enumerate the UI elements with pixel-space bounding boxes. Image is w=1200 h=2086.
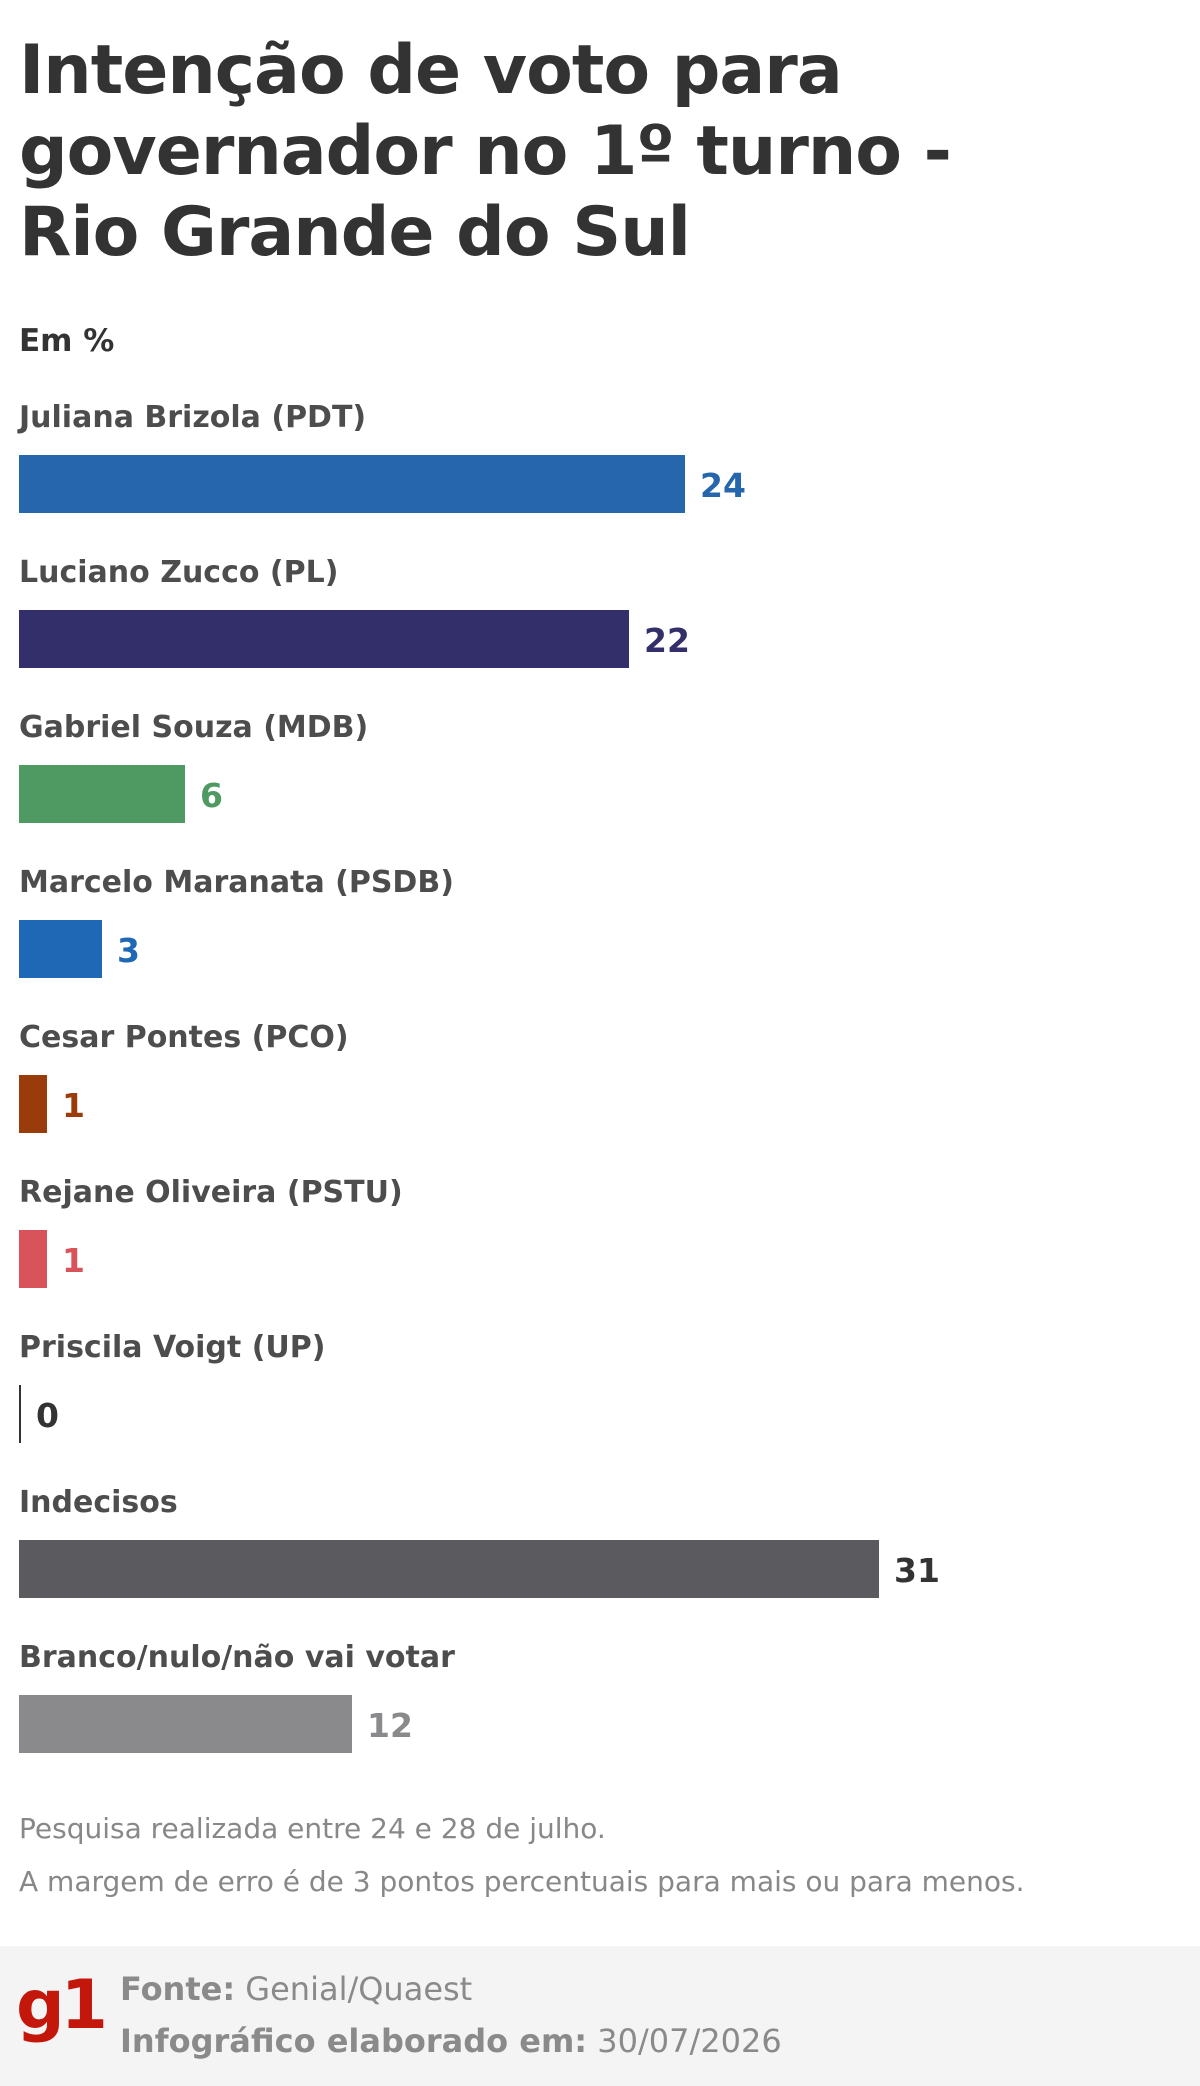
bar-value-label: 3 bbox=[117, 931, 140, 970]
margin-of-error-note: A margem de erro é de 3 pontos percentua… bbox=[19, 1865, 1025, 1898]
category-label: Branco/nulo/não vai votar bbox=[19, 1640, 455, 1675]
unit-label: Em % bbox=[19, 323, 115, 359]
bar-chart: Juliana Brizola (PDT) 24 Luciano Zucco (PL… bbox=[19, 400, 940, 1753]
bar bbox=[19, 1075, 47, 1133]
source-line: Fonte: Genial/Quaest bbox=[120, 1970, 472, 2008]
category-label: Rejane Oliveira (PSTU) bbox=[19, 1175, 403, 1210]
category-label: Luciano Zucco (PL) bbox=[19, 555, 339, 590]
bar bbox=[19, 765, 185, 823]
category-label: Indecisos bbox=[19, 1485, 178, 1520]
bar-value-label: 31 bbox=[894, 1551, 940, 1590]
category-label: Priscila Voigt (UP) bbox=[19, 1330, 326, 1365]
g1-logo: g1 bbox=[16, 1966, 108, 2045]
bar-value-label: 6 bbox=[200, 776, 223, 815]
bar bbox=[19, 920, 102, 978]
date-value: 30/07/2026 bbox=[597, 2022, 782, 2060]
bar-value-label: 24 bbox=[700, 466, 746, 505]
category-label: Cesar Pontes (PCO) bbox=[19, 1020, 349, 1055]
bar bbox=[19, 1385, 21, 1443]
bar-value-label: 12 bbox=[367, 1706, 413, 1745]
category-label: Marcelo Maranata (PSDB) bbox=[19, 865, 454, 900]
category-label: Gabriel Souza (MDB) bbox=[19, 710, 369, 745]
survey-period-note: Pesquisa realizada entre 24 e 28 de julh… bbox=[19, 1812, 606, 1845]
source-label: Fonte: bbox=[120, 1970, 236, 2008]
bar bbox=[19, 1695, 352, 1753]
category-label: Juliana Brizola (PDT) bbox=[19, 400, 367, 435]
bar bbox=[19, 1230, 47, 1288]
bar-value-label: 1 bbox=[62, 1241, 85, 1280]
footer: g1 Fonte: Genial/Quaest Infográfico elab… bbox=[0, 1946, 1200, 2086]
source-value: Genial/Quaest bbox=[245, 1970, 473, 2008]
date-label: Infográfico elaborado em: bbox=[120, 2022, 588, 2060]
bar-value-label: 1 bbox=[62, 1086, 85, 1125]
bar bbox=[19, 610, 629, 668]
chart-title: Intenção de voto para governador no 1º t… bbox=[19, 31, 952, 272]
date-line: Infográfico elaborado em: 30/07/2026 bbox=[120, 2022, 782, 2060]
bar bbox=[19, 1540, 879, 1598]
bar bbox=[19, 455, 685, 513]
bar-value-label: 22 bbox=[644, 621, 690, 660]
bar-value-label: 0 bbox=[36, 1396, 59, 1435]
